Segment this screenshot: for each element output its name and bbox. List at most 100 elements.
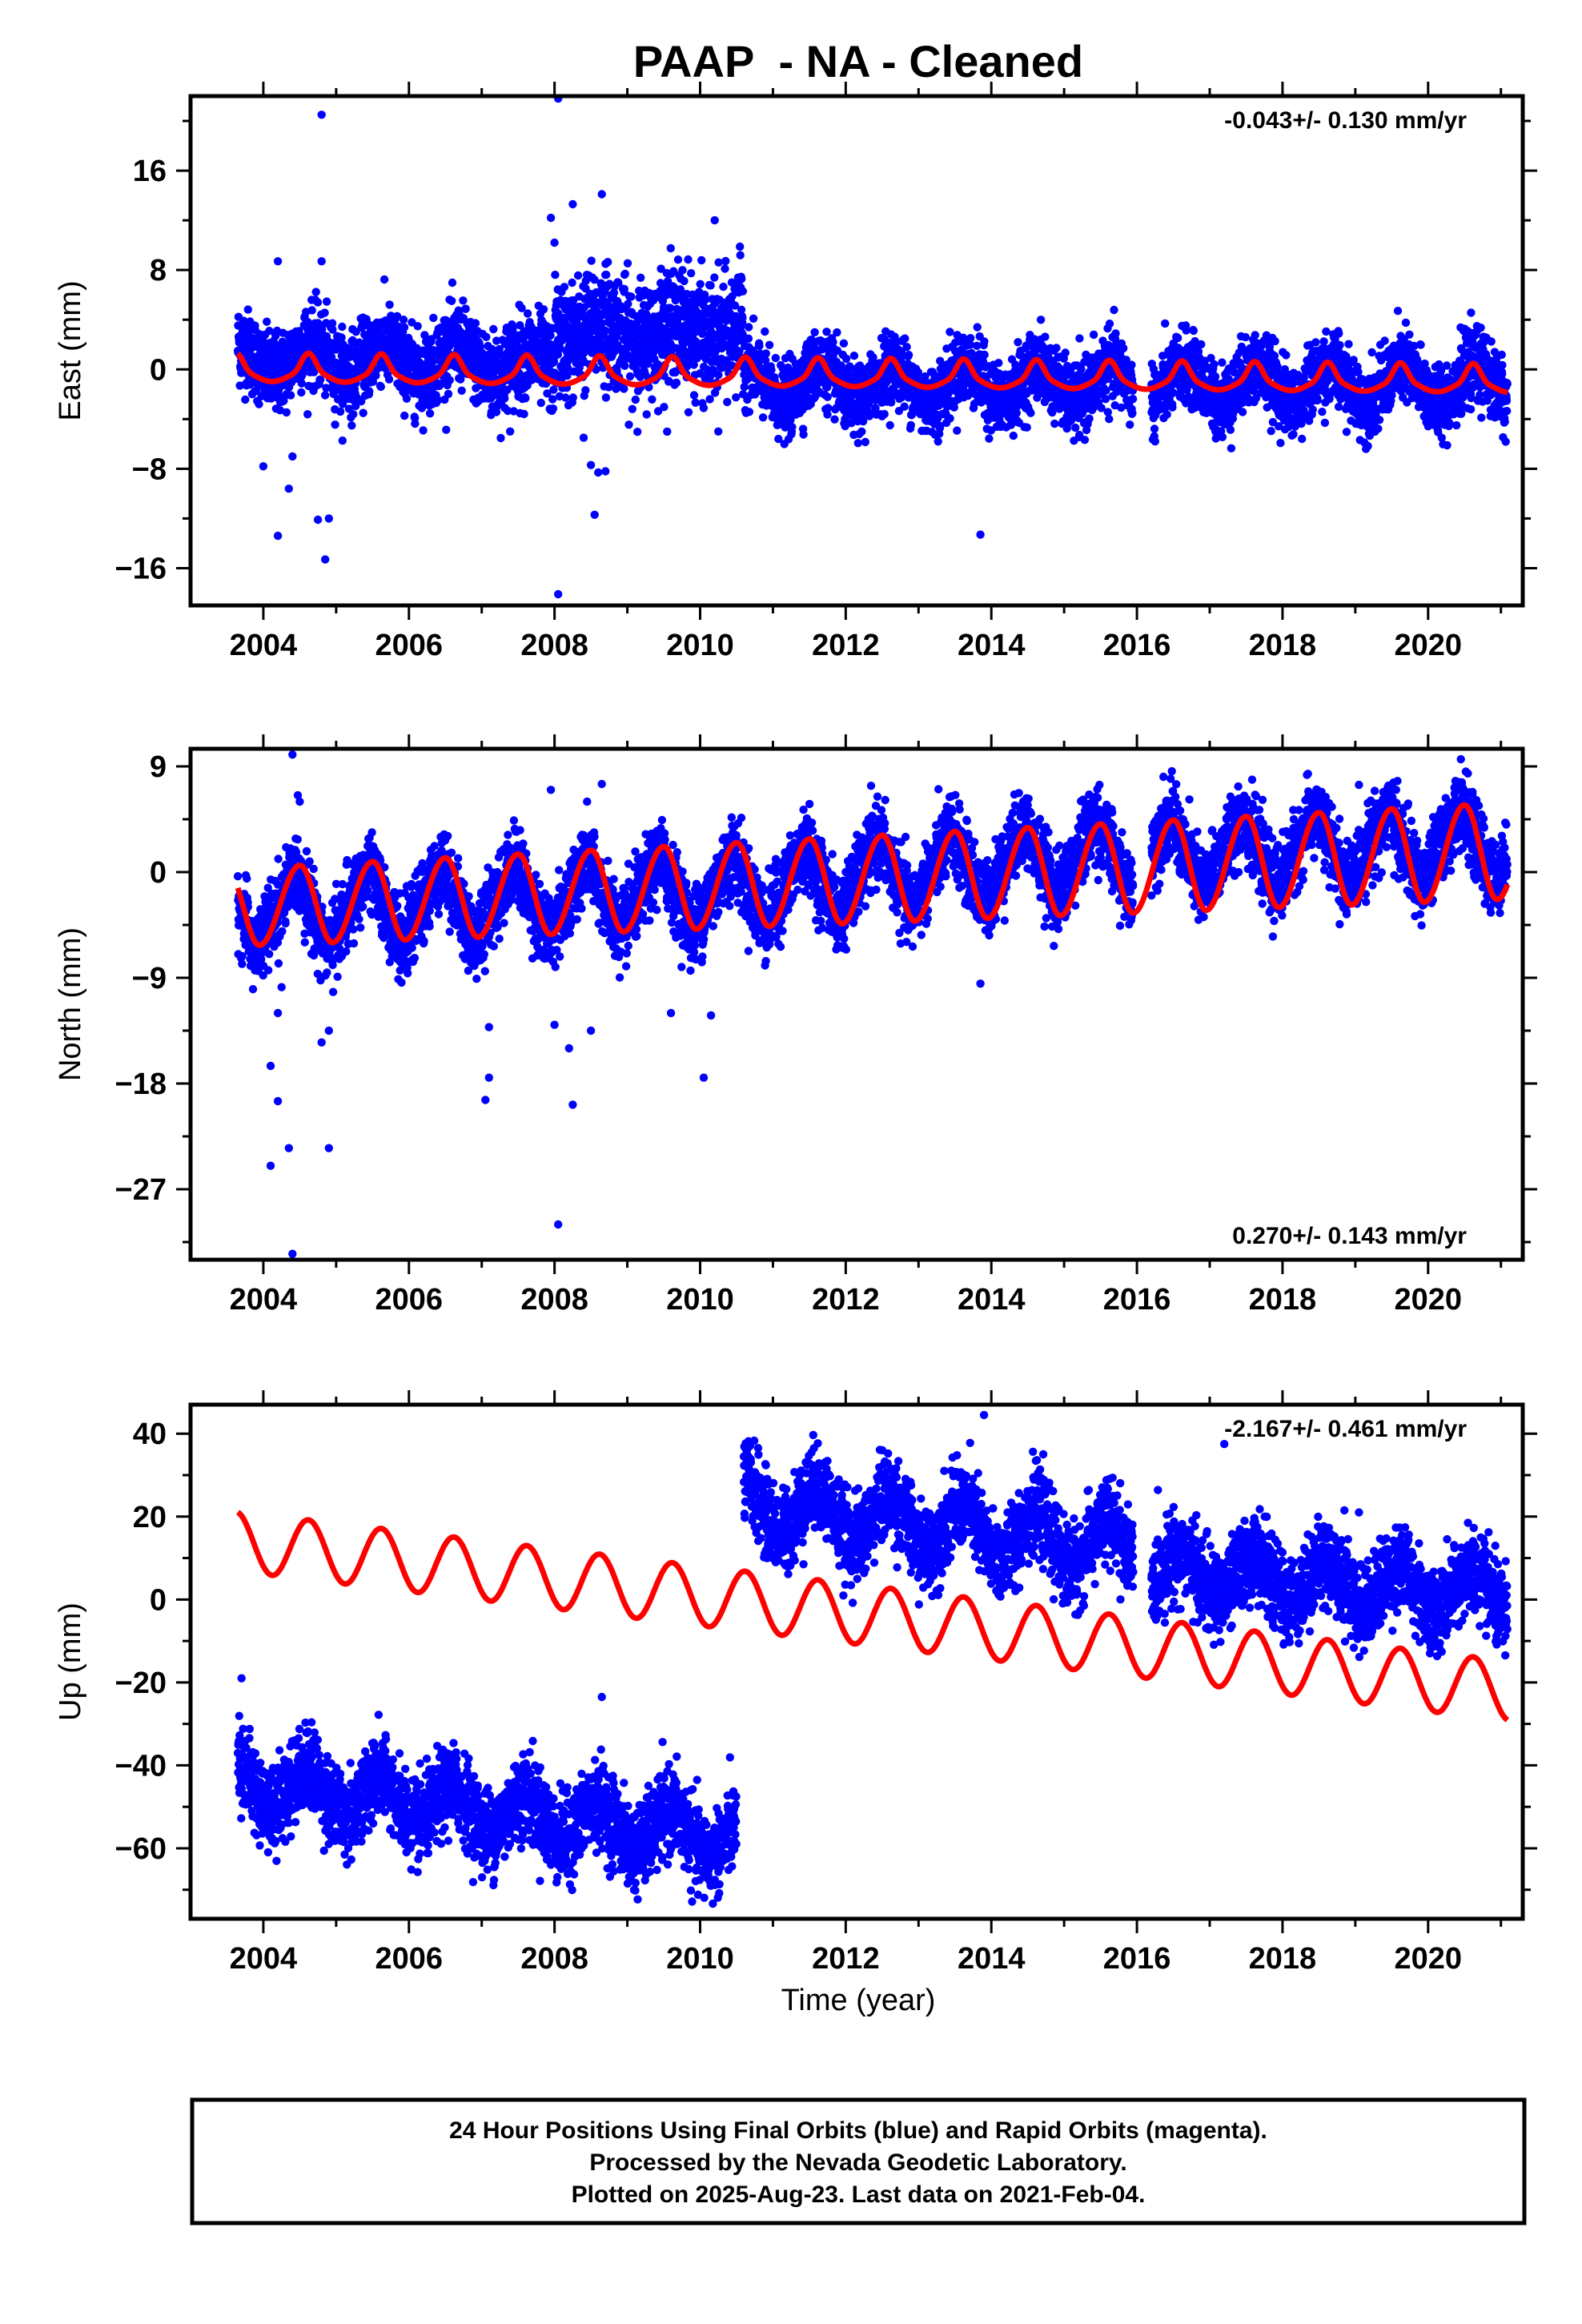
observation-point	[1218, 432, 1227, 441]
observation-point	[644, 360, 652, 368]
observation-point	[1111, 329, 1120, 338]
observation-point	[689, 360, 698, 369]
observation-point	[1026, 408, 1035, 417]
observation-point	[786, 416, 795, 424]
observation-point	[880, 409, 889, 419]
observation-point	[710, 273, 719, 282]
observation-point	[890, 332, 899, 341]
observation-point	[1012, 408, 1022, 417]
observation-point	[973, 323, 982, 332]
observation-point	[310, 368, 319, 376]
observation-point	[338, 436, 347, 445]
observation-point	[275, 406, 285, 415]
observation-point	[413, 322, 422, 331]
observation-point	[620, 269, 629, 279]
observation-point	[1241, 332, 1251, 342]
observation-point	[946, 414, 954, 423]
observation-point	[523, 309, 532, 318]
observation-point	[568, 393, 577, 402]
observation-point	[602, 270, 611, 279]
observation-point	[376, 382, 385, 392]
observation-point	[400, 411, 409, 420]
observation-point	[627, 292, 636, 301]
figure-title: PAAP - NA - Cleaned	[633, 36, 1083, 86]
observation-point	[311, 287, 320, 296]
observation-point	[631, 395, 640, 404]
panels: 2004 2006 2008 2010 2012 2014 2016 2018 2020−16−…	[54, 82, 1537, 1976]
observation-point	[684, 255, 693, 264]
observation-point	[728, 292, 737, 301]
observation-point	[771, 353, 780, 363]
observation-point	[774, 434, 783, 444]
observation-point	[539, 305, 548, 314]
observation-point	[548, 404, 558, 413]
observation-point	[448, 278, 457, 287]
observation-point	[727, 278, 737, 287]
observation-point	[628, 404, 636, 413]
observation-point	[263, 317, 271, 326]
observation-point	[487, 394, 496, 403]
observation-point	[496, 433, 505, 443]
observation-point	[622, 350, 632, 359]
observation-point	[1077, 364, 1086, 374]
observation-point	[714, 371, 723, 380]
observation-point	[509, 407, 518, 416]
observation-point	[1162, 410, 1171, 419]
observation-point	[419, 426, 428, 435]
observation-point	[687, 269, 696, 278]
observation-point	[536, 398, 545, 408]
observation-point	[400, 323, 409, 332]
observation-point	[697, 255, 706, 265]
observation-point	[1075, 334, 1084, 343]
observation-point	[255, 400, 263, 408]
observation-point	[761, 327, 769, 336]
observation-point	[327, 319, 337, 328]
observation-point	[445, 376, 454, 384]
observation-point	[1127, 360, 1136, 369]
observation-point	[663, 427, 672, 436]
observation-point	[620, 384, 628, 393]
observation-point	[761, 349, 770, 358]
observation-point	[666, 243, 675, 253]
observation-point	[500, 394, 509, 403]
observation-point	[338, 322, 347, 332]
observation-point	[476, 342, 484, 351]
observation-point	[744, 334, 753, 343]
observation-point	[822, 328, 831, 336]
observation-point	[313, 298, 323, 307]
observation-point	[736, 242, 745, 251]
observation-point	[767, 365, 776, 375]
observation-point	[1105, 320, 1114, 328]
observation-point	[1174, 333, 1182, 343]
observation-point	[457, 386, 466, 395]
observation-point	[706, 281, 715, 290]
observation-point	[980, 350, 989, 360]
observation-point	[861, 437, 870, 447]
observation-point	[587, 256, 596, 265]
observation-point	[609, 288, 619, 297]
observation-point	[642, 410, 651, 419]
observation-point	[672, 378, 681, 388]
observation-point	[1119, 344, 1128, 353]
observation-point	[590, 275, 599, 284]
observation-point	[823, 392, 832, 401]
observation-point	[732, 393, 741, 402]
observation-point	[689, 391, 699, 400]
observation-point	[347, 421, 356, 430]
observation-point	[701, 295, 710, 304]
observation-point	[548, 395, 557, 404]
observation-point	[379, 275, 389, 284]
observation-point	[1022, 423, 1031, 432]
observation-point	[761, 356, 770, 365]
observation-point	[691, 398, 700, 407]
observation-point	[297, 388, 306, 397]
observation-point	[614, 278, 623, 287]
observation-point	[902, 343, 911, 352]
observation-point	[660, 403, 669, 412]
observation-point	[560, 283, 569, 292]
observation-point	[671, 368, 680, 377]
observation-point	[444, 389, 453, 399]
observation-point	[620, 361, 629, 370]
observation-point	[471, 319, 480, 328]
